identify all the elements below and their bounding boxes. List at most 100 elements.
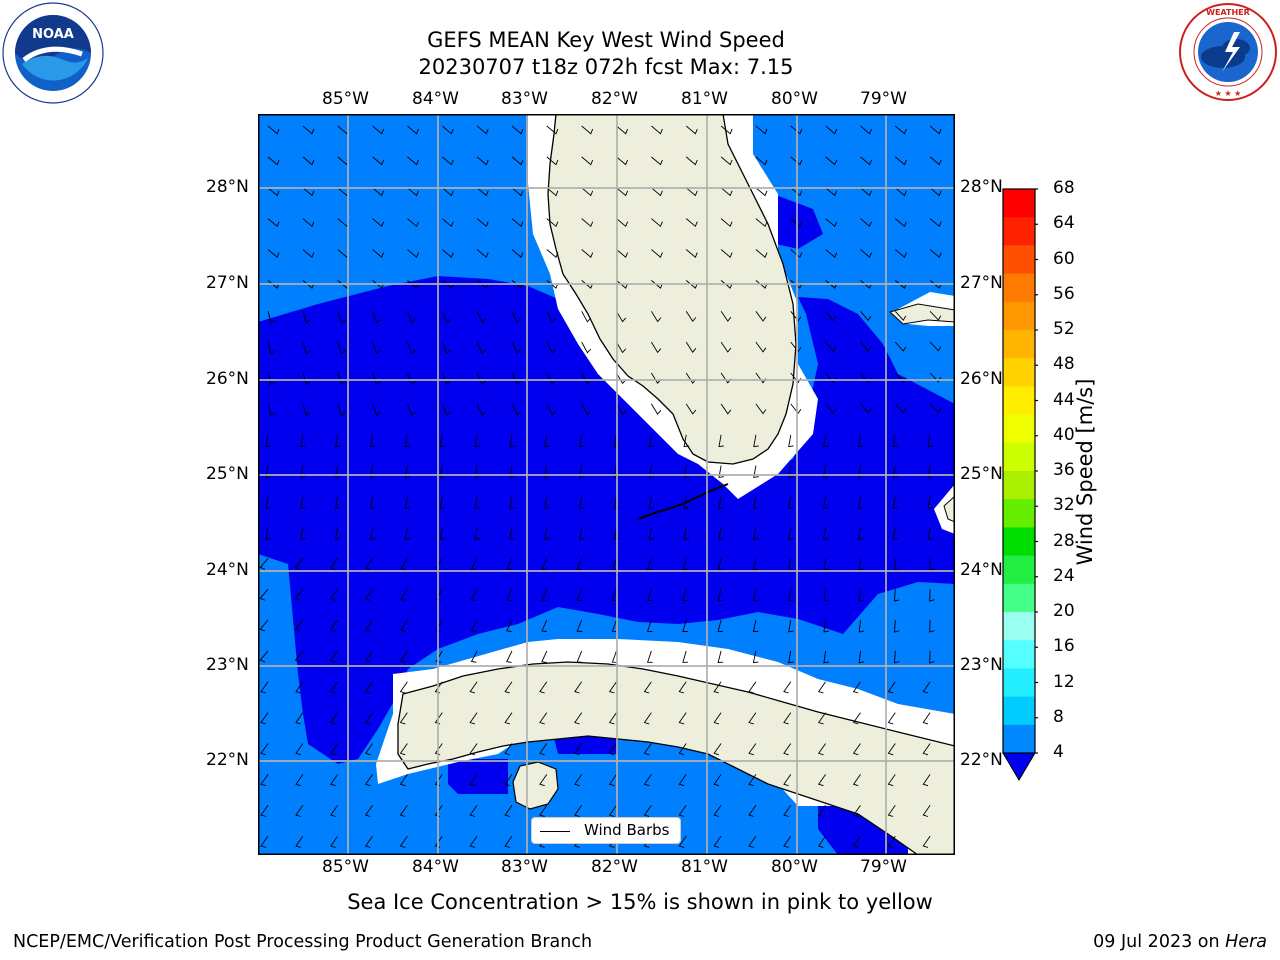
wind-barb [539, 774, 548, 787]
wind-barb [576, 619, 583, 632]
wind-barb [788, 558, 794, 571]
wind-barb [616, 311, 627, 323]
wind-barb [399, 805, 408, 817]
wind-barb [929, 372, 942, 383]
wind-barb [922, 805, 931, 817]
wind-barb [372, 156, 385, 166]
wind-barb [857, 465, 864, 478]
wind-barb [294, 558, 304, 570]
wind-barb [544, 527, 550, 540]
wind-barb [887, 835, 896, 848]
wind-barb [718, 465, 724, 478]
colorbar-segment [1003, 612, 1035, 641]
wind-barb [748, 712, 757, 725]
wind-barb [260, 712, 269, 725]
wind-barb [476, 156, 489, 166]
wind-barb [852, 743, 861, 756]
wind-barb [260, 743, 269, 756]
wind-barb [608, 712, 617, 725]
wind-barb [470, 650, 478, 663]
wind-barb [788, 589, 794, 602]
wind-barb [720, 249, 733, 258]
wind-barb [929, 249, 942, 258]
wind-barb [435, 558, 443, 571]
wind-barb [295, 774, 304, 787]
wind-barb [546, 372, 557, 385]
wind-barb [260, 681, 269, 694]
colorbar-segment [1003, 301, 1035, 331]
wind-barb [295, 805, 304, 817]
wind-barb [574, 681, 583, 694]
wind-barb [400, 588, 408, 601]
wind-barb [927, 465, 934, 478]
colorbar-tick-label: 36 [1053, 460, 1075, 480]
wind-barb [895, 249, 907, 258]
wind-barb [546, 218, 559, 228]
wind-barb [858, 650, 865, 664]
lat-label-right-28n: 28°N [960, 177, 1003, 197]
wind-barb [857, 527, 864, 540]
colorbar-segment [1003, 358, 1035, 387]
wind-barb [511, 249, 524, 258]
wind-barb [825, 125, 838, 135]
lat-label-left-24n: 24°N [206, 560, 249, 580]
wind-barb [302, 156, 315, 166]
wind-barb [646, 650, 653, 663]
wind-barb [406, 403, 416, 416]
wind-barb [581, 249, 594, 258]
wind-barb [511, 218, 524, 228]
wind-barb [476, 125, 489, 135]
wind-barb [267, 156, 280, 166]
colorbar-segment [1003, 386, 1035, 416]
colorbar-tick-label: 20 [1053, 601, 1075, 621]
wind-barb [651, 311, 662, 323]
wind-barb [683, 465, 690, 478]
wind-barb [330, 805, 339, 817]
wind-barb [825, 403, 837, 414]
wind-barb [788, 496, 794, 509]
wind-barb [476, 249, 489, 258]
wind-barb [651, 125, 663, 135]
wind-barb [822, 434, 829, 448]
wind-barb [823, 650, 829, 664]
wind-barb [302, 372, 311, 386]
wind-barb [822, 465, 829, 478]
wind-barb [335, 434, 341, 448]
wind-barb [748, 774, 757, 787]
wind-barb [783, 835, 792, 848]
wind-barb [295, 712, 304, 725]
wind-barb [504, 774, 513, 787]
wind-barb [364, 712, 373, 725]
wind-barb [825, 311, 837, 322]
wind-barb [474, 434, 481, 448]
wind-barb [852, 835, 861, 848]
wind-barb [713, 774, 722, 787]
wind-barb [685, 280, 698, 289]
wind-barb [546, 403, 557, 416]
wind-barb [611, 558, 618, 571]
wind-barb [400, 558, 408, 571]
colorbar-segment [1003, 273, 1035, 303]
wind-barb [364, 681, 373, 694]
wind-barb [506, 588, 513, 602]
wind-barb [788, 527, 794, 540]
wind-barb [651, 403, 662, 415]
wind-barb [790, 403, 802, 415]
colorbar-tick-label: 52 [1053, 319, 1075, 339]
wind-speed-patch-1 [773, 194, 823, 249]
wind-barb [267, 125, 280, 135]
wind-barb [860, 280, 872, 289]
wind-barb [407, 218, 419, 228]
lon-label-top-80w: 80°W [771, 89, 818, 109]
florida-keys [637, 483, 729, 520]
wind-barb [682, 558, 688, 571]
wind-barb [858, 619, 865, 633]
wind-barb [581, 187, 594, 197]
wind-barb [579, 434, 585, 448]
wind-barb [718, 434, 724, 448]
wind-barb [788, 465, 794, 478]
wind-barb [369, 527, 376, 540]
colorbar-tick-label: 28 [1053, 530, 1075, 551]
wind-barb [646, 558, 653, 571]
wind-barb [330, 681, 339, 694]
